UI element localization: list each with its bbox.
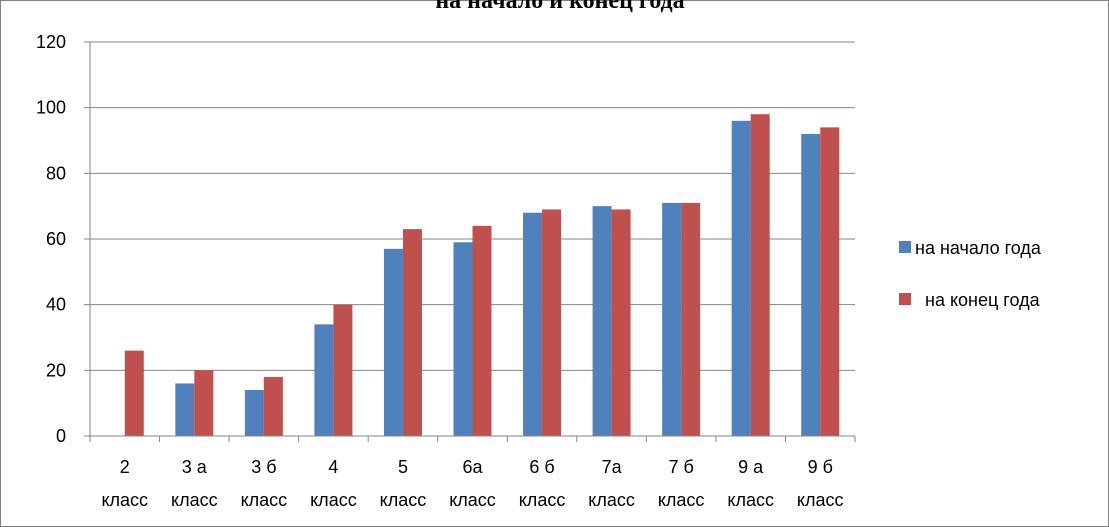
legend: на начало года на конец года	[899, 238, 1042, 310]
x-tick-label: класс	[101, 490, 148, 510]
x-tick-label: 7 б	[668, 457, 693, 477]
bar-start-8	[662, 202, 682, 436]
legend-label: на начало года	[915, 238, 1042, 258]
x-tick-label: класс	[588, 490, 635, 510]
x-tick-label: 4	[328, 457, 338, 477]
chart-title: на начало и конец года	[435, 0, 684, 14]
x-tick-label: 6 б	[529, 457, 554, 477]
bar-start-3	[314, 324, 334, 436]
bar-start-4	[383, 248, 403, 436]
y-tick-label: 0	[56, 426, 66, 446]
y-tick-label: 20	[46, 360, 66, 380]
x-tick-label: класс	[727, 490, 774, 510]
x-tick-label: 5	[398, 457, 408, 477]
x-tick-label: класс	[658, 490, 705, 510]
grid-lines	[90, 41, 855, 371]
y-tick-label: 120	[36, 32, 66, 52]
x-tick-label: класс	[171, 490, 218, 510]
x-tick-label: класс	[310, 490, 357, 510]
bar-start-6	[523, 212, 543, 436]
bar-end-3	[333, 304, 353, 436]
y-tick-label: 80	[46, 163, 66, 183]
bar-start-1	[175, 383, 195, 436]
x-tick-label: класс	[519, 490, 566, 510]
axes	[84, 41, 856, 442]
x-tick-label: 7а	[602, 457, 623, 477]
bar-end-5	[472, 225, 492, 436]
bar-start-7	[592, 206, 612, 436]
x-tick-label: класс	[797, 490, 844, 510]
x-tick-label: 3 а	[182, 457, 208, 477]
legend-swatch	[899, 293, 911, 305]
y-tick-label: 100	[36, 98, 66, 118]
bar-end-7	[611, 209, 631, 436]
bar-end-0	[124, 350, 144, 436]
tick-labels: 0 20 40 60 80 100 120 2 класс 3 а класс 3 б класс 4 кл…	[36, 32, 844, 510]
legend-swatch	[899, 241, 911, 253]
bar-end-6	[542, 209, 562, 436]
bar-start-2	[244, 390, 264, 436]
x-tick-label: 2	[120, 457, 130, 477]
bar-start-5	[453, 242, 473, 436]
x-tick-label: класс	[380, 490, 427, 510]
bars	[124, 114, 840, 437]
y-tick-label: 40	[46, 295, 66, 315]
x-tick-label: 9 а	[738, 457, 764, 477]
legend-label: на конец года	[925, 290, 1041, 310]
bar-end-8	[681, 202, 701, 436]
bar-end-4	[402, 229, 422, 436]
bar-start-9	[731, 120, 751, 437]
x-tick-label: класс	[449, 490, 496, 510]
y-tick-label: 60	[46, 229, 66, 249]
x-tick-label: 9 б	[808, 457, 833, 477]
x-tick-label: 6а	[462, 457, 483, 477]
bar-end-2	[263, 376, 283, 436]
x-tick-label: 3 б	[251, 457, 276, 477]
bar-start-10	[801, 133, 821, 436]
bar-end-10	[820, 127, 840, 436]
bar-end-1	[194, 370, 214, 436]
bar-end-9	[750, 114, 770, 436]
x-tick-label: класс	[241, 490, 288, 510]
